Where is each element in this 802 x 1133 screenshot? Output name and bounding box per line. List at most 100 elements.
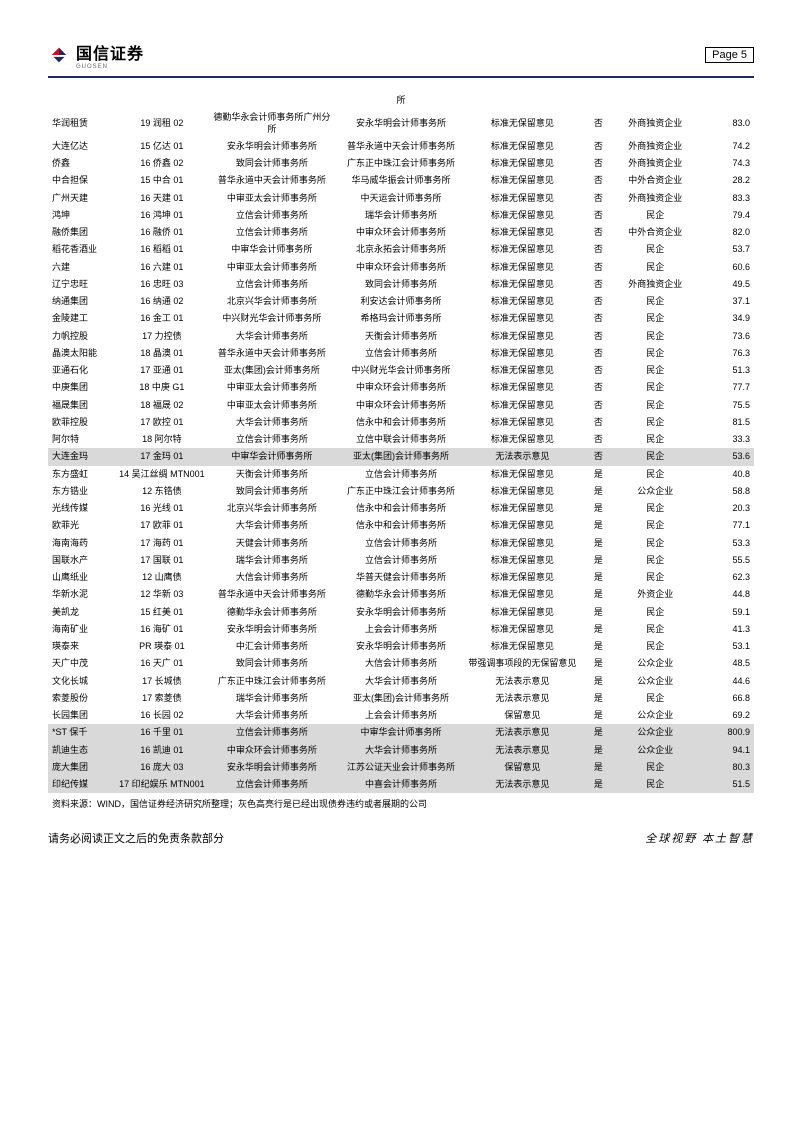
table-row: 美凯龙15 红美 01德勤华永会计师事务所安永华明会计师事务所标准无保留意见是民… <box>48 604 754 621</box>
table-cell: 20.3 <box>693 500 754 517</box>
table-cell: 18 福晟 02 <box>116 397 207 414</box>
table-cell: 否 <box>579 328 617 345</box>
table-cell: 纳通集团 <box>48 293 116 310</box>
table-cell: 民企 <box>617 328 693 345</box>
table-cell: 大连亿达 <box>48 138 116 155</box>
table-cell: 18 阿尔特 <box>116 431 207 448</box>
table-cell <box>48 92 116 109</box>
table-cell: 83.3 <box>693 190 754 207</box>
table-cell: 标准无保留意见 <box>466 483 580 500</box>
table-cell: 是 <box>579 552 617 569</box>
table-cell: 83.0 <box>693 109 754 138</box>
table-cell: 民企 <box>617 259 693 276</box>
table-cell: 中外合资企业 <box>617 172 693 189</box>
table-cell: 瑛泰来 <box>48 638 116 655</box>
table-cell: 立信会计师事务所 <box>336 552 465 569</box>
table-cell: 否 <box>579 241 617 258</box>
table-row: 东方锆业12 东锆债致同会计师事务所广东正中珠江会计师事务所标准无保留意见是公众… <box>48 483 754 500</box>
table-cell: 66.8 <box>693 690 754 707</box>
table-cell: 民企 <box>617 552 693 569</box>
table-cell: 中审亚太会计师事务所 <box>207 379 336 396</box>
table-cell: 60.6 <box>693 259 754 276</box>
table-cell: 上会会计师事务所 <box>336 707 465 724</box>
table-cell: 天衡会计师事务所 <box>207 466 336 483</box>
table-cell: 民企 <box>617 569 693 586</box>
table-row: 六建16 六建 01中审亚太会计师事务所中审众环会计师事务所标准无保留意见否民企… <box>48 259 754 276</box>
table-cell: 17 欧控 01 <box>116 414 207 431</box>
table-cell: 16 长园 02 <box>116 707 207 724</box>
table-cell: 16 光线 01 <box>116 500 207 517</box>
table-cell: 晶澳太阳能 <box>48 345 116 362</box>
table-row: 中合担保15 中合 01普华永道中天会计师事务所华马威华振会计师事务所标准无保留… <box>48 172 754 189</box>
table-cell: 安永华明会计师事务所 <box>207 621 336 638</box>
table-cell: 无法表示意见 <box>466 448 580 465</box>
table-cell: 标准无保留意见 <box>466 569 580 586</box>
table-cell: 美凯龙 <box>48 604 116 621</box>
table-cell: 75.5 <box>693 397 754 414</box>
table-row: 亚通石化17 亚通 01亚太(集团)会计师事务所中兴财光华会计师事务所标准无保留… <box>48 362 754 379</box>
table-row: 华润租赁19 润租 02德勤华永会计师事务所广州分所安永华明会计师事务所标准无保… <box>48 109 754 138</box>
table-cell: 普华永道中天会计师事务所 <box>207 345 336 362</box>
table-cell: 六建 <box>48 259 116 276</box>
table-cell: 是 <box>579 690 617 707</box>
table-cell: 东方盛虹 <box>48 466 116 483</box>
table-cell: 16 侨鑫 02 <box>116 155 207 172</box>
table-cell: 标准无保留意见 <box>466 621 580 638</box>
table-cell: 否 <box>579 276 617 293</box>
table-cell: 民企 <box>617 535 693 552</box>
table-cell: 外商独资企业 <box>617 109 693 138</box>
table-cell: 51.5 <box>693 776 754 793</box>
table-row: 晶澳太阳能18 晶澳 01普华永道中天会计师事务所立信会计师事务所标准无保留意见… <box>48 345 754 362</box>
table-row: 华新水泥12 华新 03普华永道中天会计师事务所德勤华永会计师事务所标准无保留意… <box>48 586 754 603</box>
table-cell: 民企 <box>617 759 693 776</box>
table-cell: 安永华明会计师事务所 <box>336 638 465 655</box>
table-cell: 文化长城 <box>48 673 116 690</box>
table-cell: 15 中合 01 <box>116 172 207 189</box>
table-cell: 是 <box>579 638 617 655</box>
table-cell: 信永中和会计师事务所 <box>336 414 465 431</box>
table-cell: 34.9 <box>693 310 754 327</box>
table-cell: 16 千里 01 <box>116 724 207 741</box>
table-row: 索菱股份17 索菱债瑞华会计师事务所亚太(集团)会计师事务所无法表示意见是民企6… <box>48 690 754 707</box>
table-cell: 海南海药 <box>48 535 116 552</box>
table-cell: 16 忠旺 03 <box>116 276 207 293</box>
table-cell: 中汇会计师事务所 <box>207 638 336 655</box>
table-cell: 标准无保留意见 <box>466 517 580 534</box>
table-cell: 标准无保留意见 <box>466 535 580 552</box>
table-cell: 北京永拓会计师事务所 <box>336 241 465 258</box>
table-cell: 中审众环会计师事务所 <box>207 742 336 759</box>
table-cell: 76.3 <box>693 345 754 362</box>
table-cell: 华普天健会计师事务所 <box>336 569 465 586</box>
table-cell <box>579 92 617 109</box>
table-cell: 公众企业 <box>617 483 693 500</box>
table-cell: 广州天建 <box>48 190 116 207</box>
table-cell: 53.6 <box>693 448 754 465</box>
table-row: 海南海药17 海药 01天健会计师事务所立信会计师事务所标准无保留意见是民企53… <box>48 535 754 552</box>
table-cell: 标准无保留意见 <box>466 190 580 207</box>
table-cell: 37.1 <box>693 293 754 310</box>
table-cell: 是 <box>579 483 617 500</box>
table-cell: 标准无保留意见 <box>466 138 580 155</box>
table-row: 欧菲控股17 欧控 01大华会计师事务所信永中和会计师事务所标准无保留意见否民企… <box>48 414 754 431</box>
table-cell: 中天运会计师事务所 <box>336 190 465 207</box>
table-cell: 44.6 <box>693 673 754 690</box>
table-cell: 中审华会计师事务所 <box>207 241 336 258</box>
table-row: 东方盛虹14 吴江丝绸 MTN001天衡会计师事务所立信会计师事务所标准无保留意… <box>48 466 754 483</box>
table-row: 光线传媒16 光线 01北京兴华会计师事务所信永中和会计师事务所标准无保留意见是… <box>48 500 754 517</box>
table-cell: 否 <box>579 345 617 362</box>
table-cell: 是 <box>579 586 617 603</box>
table-cell: 亚太(集团)会计师事务所 <box>207 362 336 379</box>
table-cell: 大信会计师事务所 <box>207 569 336 586</box>
table-cell: 否 <box>579 172 617 189</box>
table-cell: 标准无保留意见 <box>466 586 580 603</box>
table-cell: 标准无保留意见 <box>466 259 580 276</box>
table-cell: 外商独资企业 <box>617 276 693 293</box>
table-cell: 标准无保留意见 <box>466 345 580 362</box>
table-row: 凯迪生态16 凯迪 01中审众环会计师事务所大华会计师事务所无法表示意见是公众企… <box>48 742 754 759</box>
table-cell: 无法表示意见 <box>466 690 580 707</box>
table-row: *ST 保千16 千里 01立信会计师事务所中审华会计师事务所无法表示意见是公众… <box>48 724 754 741</box>
table-cell: 长园集团 <box>48 707 116 724</box>
table-cell: 否 <box>579 379 617 396</box>
table-cell: 欧菲光 <box>48 517 116 534</box>
table-cell: 是 <box>579 655 617 672</box>
